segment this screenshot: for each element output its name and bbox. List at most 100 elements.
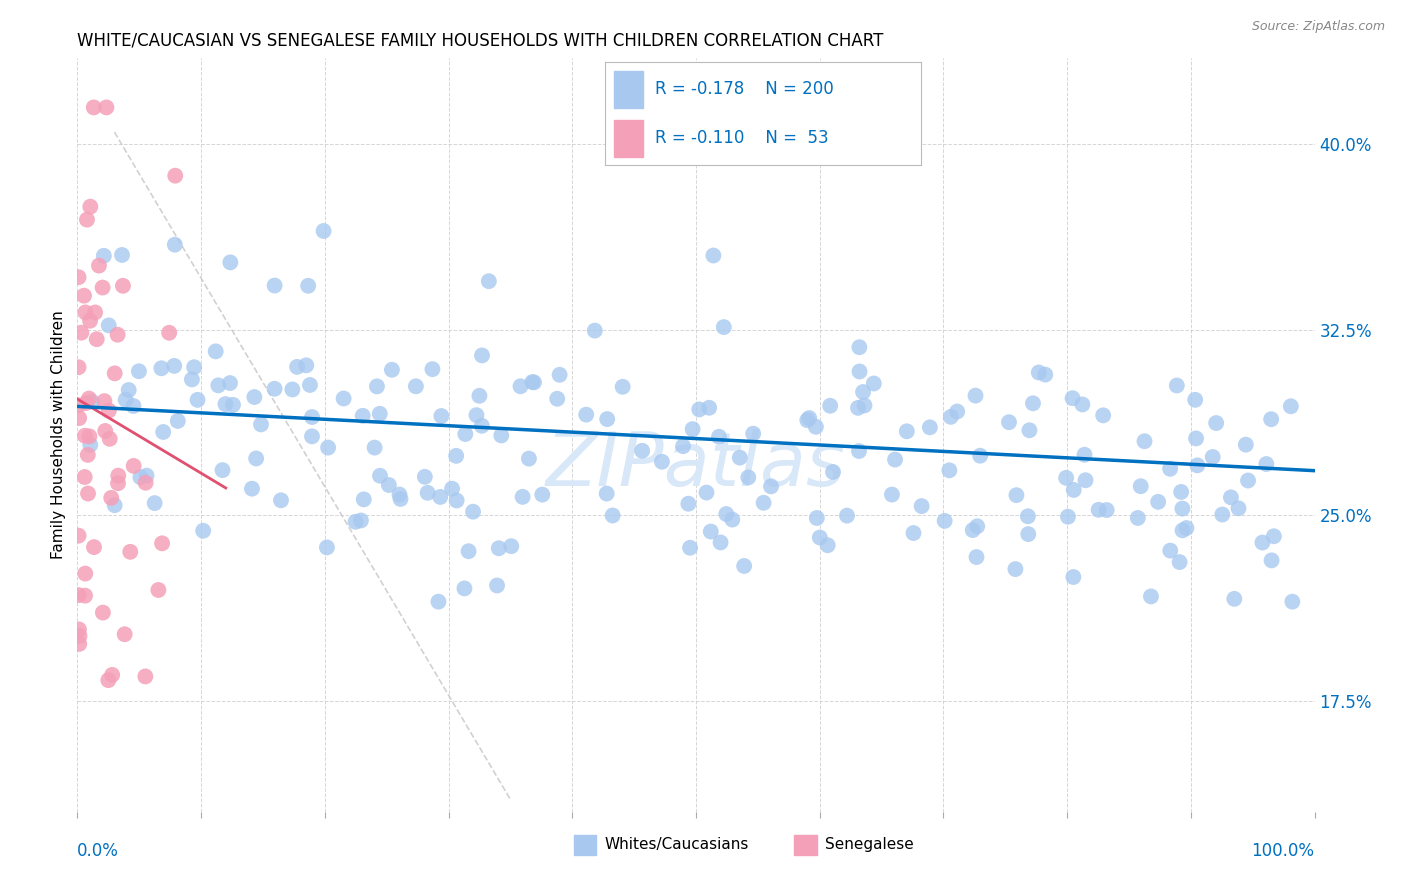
Point <box>575 408 598 422</box>
Point <box>1202 450 1225 464</box>
Point <box>1087 503 1109 517</box>
Point <box>1184 392 1206 407</box>
Point <box>135 475 157 490</box>
Point <box>501 539 523 553</box>
Point <box>848 340 870 354</box>
Point <box>934 514 956 528</box>
Point <box>1140 590 1163 604</box>
Point <box>733 558 755 573</box>
Point <box>427 595 450 609</box>
Y-axis label: Family Households with Children: Family Households with Children <box>51 310 66 559</box>
Point <box>350 513 373 527</box>
Point <box>93 249 115 263</box>
Point <box>73 428 96 442</box>
Point <box>363 441 385 455</box>
Point <box>966 519 988 533</box>
Point <box>135 468 157 483</box>
Point <box>70 326 93 340</box>
Point <box>471 348 494 362</box>
Point <box>67 637 90 651</box>
Point <box>1175 521 1198 535</box>
Point <box>441 482 464 496</box>
Point <box>1263 529 1285 543</box>
Point <box>134 669 156 683</box>
Point <box>1187 458 1209 473</box>
Point <box>75 396 97 410</box>
Point <box>742 426 765 441</box>
Point <box>263 382 285 396</box>
Point <box>737 470 759 484</box>
Point <box>1185 431 1208 445</box>
Point <box>531 487 554 501</box>
Point <box>835 508 858 523</box>
Point <box>702 248 724 262</box>
Point <box>602 508 624 523</box>
Point <box>219 255 242 269</box>
Point <box>1133 434 1156 449</box>
Point <box>903 526 925 541</box>
Point <box>1171 524 1194 538</box>
Point <box>83 540 105 554</box>
Point <box>73 470 96 484</box>
Point <box>679 541 702 555</box>
Point <box>695 485 717 500</box>
Point <box>471 418 494 433</box>
Point <box>430 409 453 423</box>
Point <box>478 274 501 288</box>
Point <box>1219 491 1241 505</box>
Point <box>1166 378 1188 392</box>
Point <box>163 237 186 252</box>
Point <box>165 169 187 183</box>
Point <box>1260 553 1282 567</box>
Point <box>880 487 903 501</box>
Point <box>939 409 962 424</box>
Point <box>344 515 367 529</box>
Point <box>796 413 818 427</box>
Point <box>1205 416 1227 430</box>
Point <box>67 588 90 602</box>
Point <box>75 305 97 319</box>
Point <box>1033 368 1056 382</box>
Point <box>163 359 186 373</box>
Point <box>509 379 531 393</box>
Point <box>104 367 127 381</box>
Point <box>969 449 991 463</box>
Point <box>298 378 321 392</box>
Point <box>187 392 209 407</box>
Point <box>98 432 121 446</box>
Point <box>84 305 107 319</box>
Point <box>846 401 869 415</box>
Point <box>97 318 120 333</box>
Point <box>884 452 907 467</box>
Text: Source: ZipAtlas.com: Source: ZipAtlas.com <box>1251 20 1385 33</box>
Point <box>700 524 723 539</box>
Point <box>378 478 401 492</box>
Point <box>104 498 127 512</box>
Point <box>67 398 90 412</box>
Point <box>517 451 540 466</box>
Text: Senegalese: Senegalese <box>825 838 914 852</box>
Point <box>583 324 606 338</box>
Point <box>207 378 229 392</box>
Point <box>429 490 451 504</box>
Point <box>488 541 510 556</box>
Point <box>523 376 546 390</box>
Point <box>222 398 245 412</box>
Point <box>120 545 142 559</box>
Point <box>548 368 571 382</box>
Point <box>1004 562 1026 576</box>
Point <box>752 496 775 510</box>
Point <box>148 582 170 597</box>
Point <box>67 623 90 637</box>
Point <box>157 326 180 340</box>
Point <box>263 278 285 293</box>
Point <box>191 524 214 538</box>
Point <box>152 425 174 439</box>
Point <box>107 327 129 342</box>
Point <box>1062 570 1084 584</box>
Point <box>114 627 136 641</box>
Point <box>1074 473 1097 487</box>
Point <box>911 499 934 513</box>
Bar <box>614 120 643 157</box>
Point <box>96 100 118 114</box>
